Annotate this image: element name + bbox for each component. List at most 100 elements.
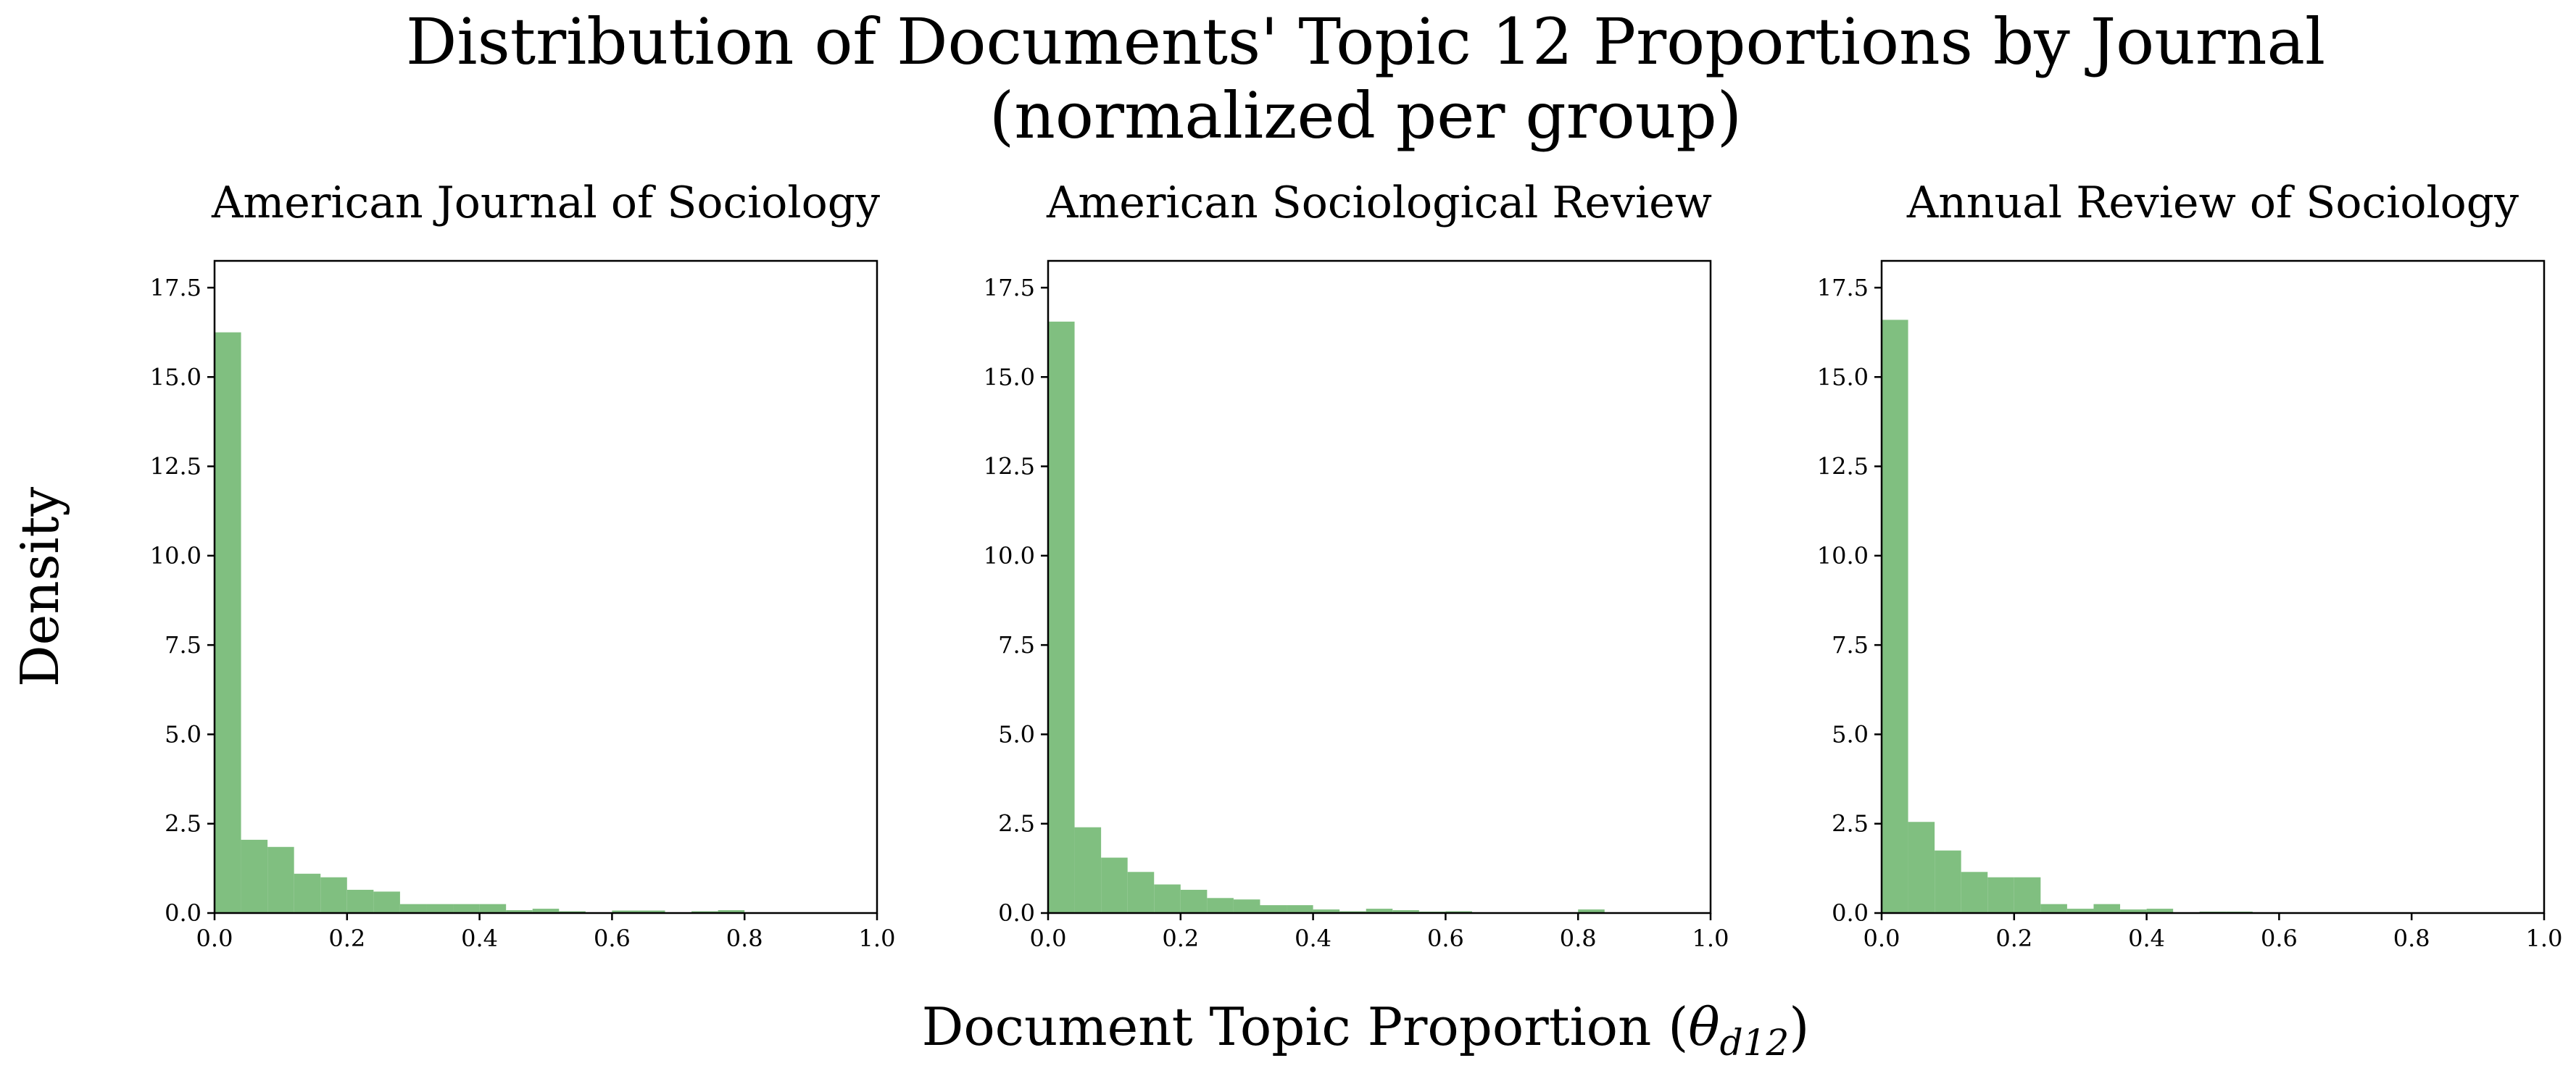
bar-8 xyxy=(426,904,454,913)
panel-1: American Journal of Sociology 0.0 0.2 0.4 0.… xyxy=(150,178,896,952)
plot-frame xyxy=(1047,259,1712,914)
y-tick-label: 5.0 xyxy=(1832,720,1869,748)
bar-5 xyxy=(2014,877,2041,913)
bar-5 xyxy=(1180,889,1208,913)
bar-6 xyxy=(1207,898,1234,913)
x-tick-label: 1.0 xyxy=(2526,925,2563,952)
y-tick-label: 0.0 xyxy=(165,899,201,927)
panel-title: Annual Review of Sociology xyxy=(1906,178,2519,228)
y-tick-label: 2.5 xyxy=(165,810,201,838)
x-tick-label: 0.2 xyxy=(328,925,365,952)
y-tick-label: 5.0 xyxy=(998,720,1035,748)
bar-8 xyxy=(2093,904,2121,913)
x-axis-label-suffix: ) xyxy=(1789,996,1809,1057)
y-tick-label: 5.0 xyxy=(165,720,201,748)
bar-2 xyxy=(1101,857,1128,913)
x-tick-label: 0.4 xyxy=(2128,925,2165,952)
x-axis-label-theta: θ xyxy=(1688,996,1719,1057)
x-tick-label: 0.6 xyxy=(1427,925,1464,952)
bar-20 xyxy=(1578,909,1605,913)
bar-4 xyxy=(1154,884,1181,913)
x-tick-label: 0.6 xyxy=(594,925,631,952)
y-tick-label: 7.5 xyxy=(1832,631,1869,659)
x-axis-label-prefix: Document Topic Proportion ( xyxy=(922,996,1689,1057)
x-tick-label: 1.0 xyxy=(859,925,896,952)
y-tick-label: 10.0 xyxy=(150,542,201,570)
panel-3: Annual Review of Sociology 0.0 0.2 0.4 0.6 0.… xyxy=(1817,178,2563,952)
y-tick-label: 2.5 xyxy=(998,810,1035,838)
bar-10 xyxy=(2146,909,2174,913)
bar-19 xyxy=(718,910,745,913)
bar-10 xyxy=(479,904,507,913)
panel-2: American Sociological Review 0.0 0.2 0.4 0.6… xyxy=(984,178,1729,952)
bar-16 xyxy=(638,910,665,913)
bar-0 xyxy=(1882,320,1908,913)
x-axis-label: Document Topic Proportion (θd12) xyxy=(922,996,1810,1064)
bar-1 xyxy=(1908,822,1935,913)
bar-9 xyxy=(1287,905,1313,913)
y-tick-label: 2.5 xyxy=(1832,810,1869,838)
bar-7 xyxy=(2066,909,2094,913)
y-tick-label: 12.5 xyxy=(150,453,201,480)
x-tick-label: 0.0 xyxy=(1864,925,1900,952)
bar-10 xyxy=(1313,909,1340,913)
bar-12 xyxy=(532,909,560,913)
bar-6 xyxy=(373,891,400,913)
y-tick-label: 0.0 xyxy=(1832,899,1869,927)
y-tick-label: 15.0 xyxy=(984,363,1035,391)
x-tick-label: 0.0 xyxy=(1030,925,1067,952)
bar-3 xyxy=(1961,872,1988,913)
bar-4 xyxy=(1987,877,2014,913)
y-tick-label: 17.5 xyxy=(1817,274,1869,301)
x-tick-label: 0.8 xyxy=(2393,925,2430,952)
figure-title-line-2: (normalized per group) xyxy=(989,78,1742,153)
bar-12 xyxy=(1366,909,1393,913)
y-tick-label: 12.5 xyxy=(1817,453,1869,480)
panels: American Journal of Sociology 0.0 0.2 0.4 0.… xyxy=(150,178,2563,952)
bar-1 xyxy=(241,839,268,913)
x-tick-label: 0.0 xyxy=(196,925,233,952)
y-tick-label: 15.0 xyxy=(1817,363,1869,391)
y-tick-label: 17.5 xyxy=(984,274,1035,301)
bar-9 xyxy=(453,904,480,913)
y-tick-label: 10.0 xyxy=(1817,542,1869,570)
x-tick-label: 0.8 xyxy=(1560,925,1597,952)
bar-8 xyxy=(1260,905,1287,913)
y-tick-label: 17.5 xyxy=(150,274,201,301)
y-tick-label: 10.0 xyxy=(984,542,1035,570)
figure-title-line-1: Distribution of Documents' Topic 12 Prop… xyxy=(406,4,2325,79)
x-tick-label: 0.4 xyxy=(1295,925,1331,952)
bar-4 xyxy=(320,877,347,913)
y-tick-label: 15.0 xyxy=(150,363,201,391)
y-tick-label: 12.5 xyxy=(984,453,1035,480)
bar-11 xyxy=(506,910,533,913)
x-tick-label: 0.8 xyxy=(726,925,763,952)
y-axis-label: Density xyxy=(9,487,70,688)
bar-7 xyxy=(1233,899,1260,913)
y-tick-label: 0.0 xyxy=(998,899,1035,927)
bar-9 xyxy=(2120,909,2147,913)
x-tick-label: 0.2 xyxy=(1995,925,2032,952)
x-tick-label: 0.4 xyxy=(461,925,498,952)
bar-15 xyxy=(612,910,639,913)
bar-0 xyxy=(215,332,241,913)
bar-0 xyxy=(1048,321,1075,914)
bars xyxy=(1882,320,2253,913)
bar-6 xyxy=(2040,904,2067,913)
y-tick-label: 7.5 xyxy=(998,631,1035,659)
y-tick-label: 7.5 xyxy=(165,631,201,659)
x-tick-label: 1.0 xyxy=(1692,925,1729,952)
panel-title: American Sociological Review xyxy=(1046,178,1712,228)
plot-frame xyxy=(1880,259,2546,914)
panel-title: American Journal of Sociology xyxy=(211,178,880,228)
bar-5 xyxy=(346,889,374,913)
bar-3 xyxy=(1127,872,1155,913)
bar-3 xyxy=(294,873,321,913)
bar-1 xyxy=(1074,827,1102,913)
plot-frame xyxy=(213,259,878,914)
bar-2 xyxy=(267,846,294,913)
bar-2 xyxy=(1935,850,1961,913)
x-axis-label-subscript: d12 xyxy=(1720,1022,1790,1064)
x-tick-label: 0.6 xyxy=(2261,925,2298,952)
